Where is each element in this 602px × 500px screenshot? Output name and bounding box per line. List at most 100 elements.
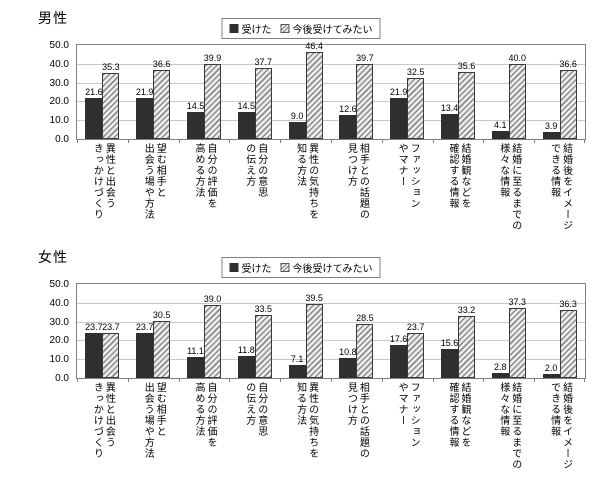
bar-value-label: 23.7: [135, 322, 154, 333]
x-axis-tick: [127, 378, 129, 382]
bar-future: [153, 70, 171, 139]
x-axis-tick: [381, 139, 383, 143]
bar-value-label: 11.1: [187, 346, 204, 357]
x-axis-tick: [77, 139, 78, 143]
x-axis-tick: [178, 139, 180, 143]
legend-swatch-hatch-icon: [280, 24, 290, 33]
chart-title-male: 男性: [38, 10, 68, 26]
gridline: [77, 359, 585, 361]
bar-value-label: 39.7: [356, 53, 374, 64]
y-tick-label: 20.0: [49, 96, 69, 108]
category-label-text: 相手との話題の 見つけ方: [345, 382, 369, 459]
bar-received: [339, 357, 357, 378]
x-axis-tick: [534, 378, 536, 382]
y-tick-label: 0.0: [55, 134, 69, 145]
category-label-text: 自分の意思 の伝え方: [243, 143, 267, 198]
bar-received: [491, 372, 509, 378]
bar-received: [288, 122, 306, 139]
bar-future: [508, 307, 526, 378]
category-label: 異性の気持ちを 知る方法: [280, 382, 331, 470]
category-label-text: 結婚観などを 確認する情報: [446, 143, 470, 209]
bar-value-label: 14.5: [237, 100, 256, 111]
category-label-text: 自分の意思 の伝え方: [243, 382, 267, 437]
bar-value-label: 9.0: [290, 111, 304, 122]
category-label-text: 望む相手と 出会う場や方法: [142, 382, 166, 459]
bar-value-label: 39.5: [305, 292, 323, 303]
bar-value-label: 33.5: [254, 304, 273, 315]
bar-received: [136, 97, 154, 139]
gridline: [77, 120, 585, 122]
male-x-axis-labels: 異性と出会う きっかけづくり 望む相手と 出会う場や方法 自分の評価を 高める方法 自…: [77, 143, 585, 231]
y-tick-label: 50.0: [49, 40, 69, 51]
bar-received: [542, 131, 560, 139]
category-label-text: ファッション やマナー: [396, 143, 420, 209]
bar-future: [356, 64, 374, 139]
legend-item-received: 受けた: [229, 21, 272, 36]
y-tick-label: 0.0: [55, 373, 69, 384]
bar-value-label: 11.8: [237, 344, 255, 355]
bar-future: [407, 333, 425, 378]
bar-value-label: 21.6: [85, 87, 103, 98]
x-axis-tick: [331, 378, 332, 382]
bar-future: [559, 309, 577, 378]
bar-value-label: 12.6: [339, 104, 357, 115]
bar-value-label: 10.8: [339, 346, 357, 357]
bar-future: [508, 63, 526, 139]
legend-item-received: 受けた: [229, 260, 272, 275]
bar-value-label: 23.7: [85, 322, 103, 333]
x-axis-tick: [432, 139, 434, 143]
bar-value-label: 4.1: [494, 120, 507, 131]
legend-swatch-hatch-icon: [280, 263, 290, 272]
bar-value-label: 46.4: [305, 40, 323, 51]
y-tick-label: 30.0: [49, 316, 69, 328]
page-root: 男性 受けた 今後受けてみたい 0.0 10.0 20.0 30.0 40.0 50.0 …: [0, 6, 602, 470]
bar-value-label: 32.5: [406, 66, 425, 77]
y-tick-label: 20.0: [49, 335, 69, 347]
legend-label-future: 今後受けてみたい: [292, 264, 373, 275]
bar-received: [237, 355, 255, 378]
gridline: [77, 321, 585, 323]
bar-value-label: 37.3: [508, 296, 527, 307]
category-label-text: 結婚に至るまでの 様々な情報: [497, 143, 521, 231]
bar-value-label: 30.5: [152, 309, 171, 320]
x-axis-tick: [77, 378, 78, 382]
category-label: 結婚観などを 確認する情報: [433, 143, 484, 231]
bar-future: [204, 64, 221, 139]
bar-value-label: 21.9: [135, 86, 154, 97]
category-label-text: 異性と出会う きっかけづくり: [91, 143, 115, 220]
bar-value-label: 33.2: [457, 304, 476, 315]
male-chart-header: 男性 受けた 今後受けてみたい: [0, 6, 602, 44]
bar-future: [458, 72, 475, 139]
x-axis-tick: [534, 139, 536, 143]
bar-received: [390, 344, 408, 378]
male-plot-wrap: 0.0 10.0 20.0 30.0 40.0 50.0 21.6 21.9 14.5 14.5…: [0, 40, 602, 145]
bar-future: [102, 72, 120, 139]
x-axis-tick: [483, 378, 485, 382]
female-y-axis: 0.0 10.0 20.0 30.0 40.0 50.0: [0, 279, 76, 384]
bar-received: [136, 333, 154, 378]
category-label-text: ファッション やマナー: [396, 382, 420, 448]
x-axis-tick: [229, 378, 231, 382]
legend-male: 受けた 今後受けてみたい: [221, 18, 381, 39]
y-tick-label: 10.0: [49, 354, 69, 366]
bar-received: [85, 333, 103, 378]
bar-value-label: 28.5: [356, 313, 374, 324]
bar-value-label: 35.3: [102, 61, 120, 72]
category-label: 結婚後をイメージ できる情報: [534, 143, 585, 231]
bar-value-label: 39.9: [203, 52, 222, 63]
bar-future: [254, 68, 272, 139]
y-tick-label: 10.0: [49, 115, 69, 127]
x-axis-tick: [584, 378, 585, 382]
bar-future: [458, 315, 475, 378]
bar-received: [187, 111, 204, 139]
category-label: 異性と出会う きっかけづくり: [77, 143, 128, 231]
x-axis-tick: [280, 378, 282, 382]
y-tick-label: 50.0: [49, 279, 69, 290]
bar-received: [187, 357, 204, 378]
bar-value-label: 13.4: [440, 102, 459, 113]
bar-received: [339, 115, 357, 139]
bar-received: [491, 131, 509, 139]
female-plot-wrap: 0.0 10.0 20.0 30.0 40.0 50.0 23.7 23.7 11.1 11.8…: [0, 279, 602, 384]
category-label: 自分の意思 の伝え方: [229, 143, 280, 231]
x-axis-tick: [483, 139, 485, 143]
